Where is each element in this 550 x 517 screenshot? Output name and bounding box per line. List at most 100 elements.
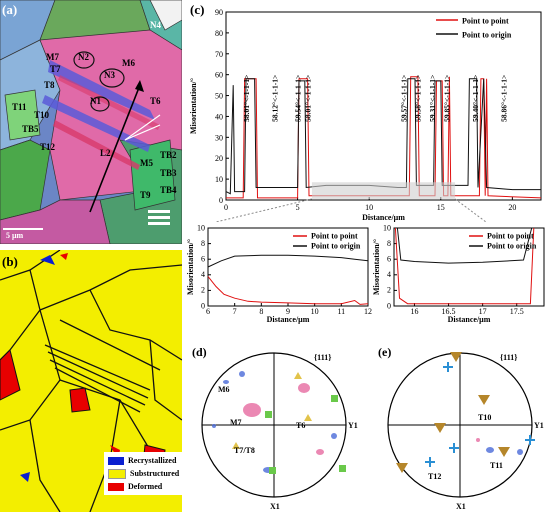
pole-cluster [298,383,310,393]
panel-a: (a) 5 μm N4 M7 T7 T8 N2 N3 M6 N1 T6 L2 T11 T10 TB5 T1… [0,0,183,245]
legend-label: Point to origin [487,241,537,250]
grain-label: L2 [100,148,111,158]
y-tick-label: 0 [201,301,205,310]
x-axis-label: Distance/μm [362,213,405,222]
y-tick-label: 6 [387,255,391,264]
x-axis-label: Distance/μm [448,315,491,324]
zoom-connector [454,198,487,222]
legend-label: Substructured [130,469,180,478]
legend-label: Deformed [128,482,163,491]
x-tick-label: 0 [224,203,228,212]
y-tick-label: 80 [215,29,223,38]
scale-bar [3,228,43,230]
annotation-label: 59.54°<-1-1-1> [294,75,303,122]
y-axis-label: Misorientation/° [186,239,195,295]
legend-item-recrystallized: Recrystallized [108,454,179,467]
grain-label: T12 [428,472,441,481]
pole-marker [498,447,510,457]
y-tick-label: 4 [387,270,391,279]
pole-marker [434,423,446,433]
x-tick-label: 5 [296,203,300,212]
grain-label: T9 [140,190,151,200]
misorientation-chart: 0 5 10 15 20 0 10 20 30 40 50 60 70 80 90 Distance/μm Mi… [189,8,542,222]
y-tick-label: 8 [387,239,391,248]
legend-item-deformed: Deformed [108,480,179,493]
grain-label: TB2 [160,150,177,160]
pole-marker [269,467,276,474]
grain-label: T10 [478,413,491,422]
y-tick-label: 4 [201,270,205,279]
x-direction-label: X1 [456,502,466,511]
x-tick-label: 9 [286,307,290,316]
y-tick-label: 2 [387,286,391,295]
pole-marker [265,411,272,418]
y-tick-label: 10 [197,223,205,232]
panel-c-label: (c) [190,2,205,17]
y-tick-label: 10 [383,223,391,232]
pole-cluster [331,433,337,439]
grain-label: TB5 [22,124,39,134]
x-tick-label: 8 [259,307,263,316]
y-direction-label: Y1 [534,421,544,430]
zoom-chart-right: 16 16.5 17 17.5 0 2 4 6 8 10 Distance/μm Misorienta… [372,223,545,324]
x-tick-label: 11 [337,307,345,316]
legend-b: Recrystallized Substructured Deformed [104,452,184,495]
pole-marker [450,352,462,362]
legend-swatch [108,456,124,465]
plot-frame [225,11,542,201]
y-tick-label: 6 [201,255,205,264]
y-direction-label: Y1 [348,421,358,430]
y-tick-label: 40 [215,112,223,121]
grain-label: N2 [78,52,89,62]
grain-label: T7 [50,64,61,74]
grain-label: N4 [150,20,161,30]
annotation-label: 59.57°<-1-1-1> [399,75,408,122]
pole-marker [425,457,435,467]
y-tick-label: 0 [387,301,391,310]
x-tick-label: 16 [410,307,418,316]
annotation-label: 59.85°<-1-1-1> [442,75,451,122]
pole-cluster [486,447,494,453]
annotation-label: 58.01°<-1-1-1> [304,75,313,122]
grain-label: T6 [296,421,305,430]
y-tick-label: 8 [201,239,205,248]
y-tick-label: 30 [215,133,223,142]
x-direction-label: X1 [270,502,280,511]
ebsd-orientation-map [0,0,183,245]
grain-classification-map [0,249,183,513]
series-line [394,227,535,305]
pole-cluster [243,403,261,417]
x-tick-label: 6 [206,307,210,316]
pole-cluster [212,424,216,428]
x-axis-label: Distance/μm [267,315,310,324]
plot-frame [393,227,545,307]
y-tick-label: 60 [215,71,223,80]
grain-label: N1 [90,96,101,106]
pole-cluster [223,380,229,384]
legend-label: Recrystallized [128,456,177,465]
pole-figure-e: (e) {111} Y1 X1 T10 T11 T12 [378,345,544,511]
annotation-label: 59.40°<-1-1-1> [471,75,480,122]
grain-label: M6 [218,385,230,394]
pole-figure-d: (d) {111} Y1 X1 M6 M7 T6 T7/T8 [192,345,358,511]
legend-swatch [108,482,124,491]
grain-label: T10 [34,110,50,120]
legend-swatch [108,468,126,479]
grain-label: T7/T8 [234,446,255,455]
x-tick-label: 7 [233,307,237,316]
y-axis-label: Misorientation/° [189,78,198,134]
y-tick-label: 10 [215,175,223,184]
x-tick-label: 10 [365,203,373,212]
pole-marker [525,435,535,445]
annotation-label: 58.12°<-1-1-1> [271,75,280,122]
legend-label: Point to point [311,231,358,240]
pole-cluster [517,449,523,455]
x-tick-label: 16.5 [442,307,456,316]
x-tick-label: 12 [364,307,372,316]
zoom-connector [215,198,313,222]
pole-marker [331,395,338,402]
x-tick-label: 15 [437,203,445,212]
grain-label: M5 [140,158,153,168]
annotation-label: 58.86°<-1-1-1> [500,75,509,122]
grain-label: T6 [150,96,161,106]
